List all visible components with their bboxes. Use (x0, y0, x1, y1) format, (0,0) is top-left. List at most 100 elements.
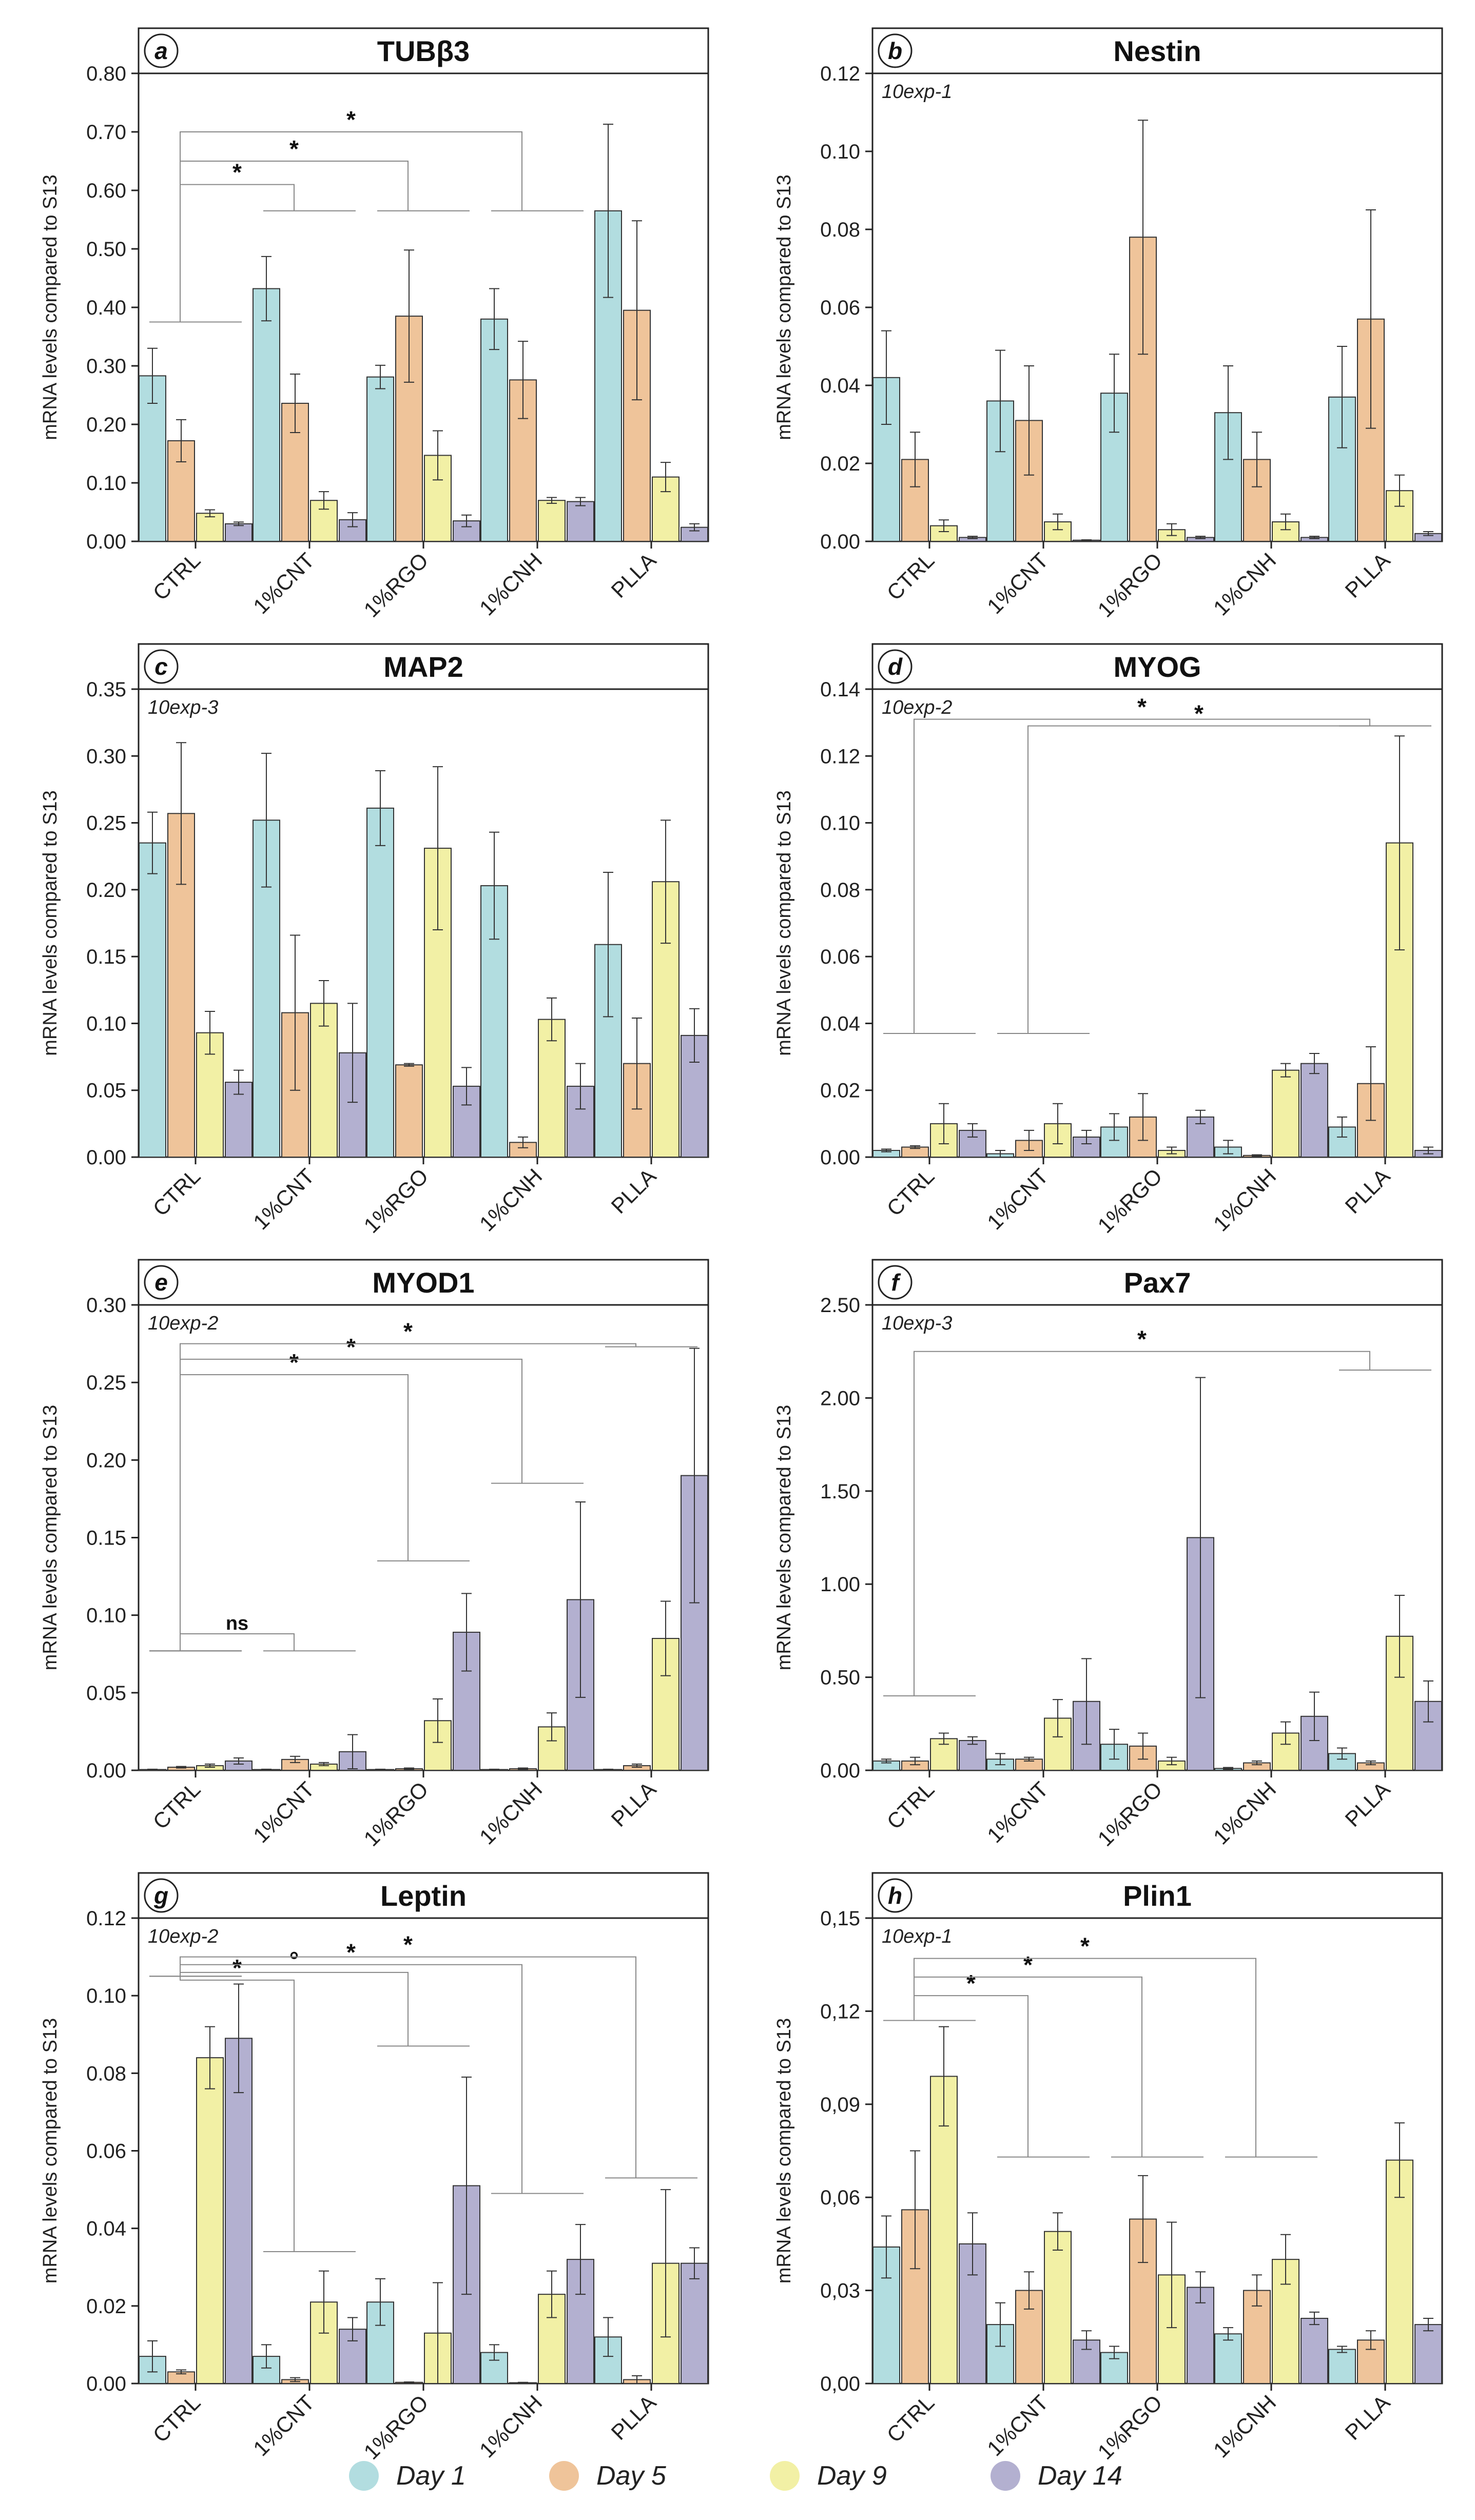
y-tick-label: 0.10 (820, 141, 860, 163)
y-tick-label: 0.00 (86, 2373, 126, 2395)
scale-note: 10exp-3 (882, 1313, 952, 1334)
significance-label: * (1023, 1951, 1033, 1978)
plot-frame (138, 27, 709, 542)
bar (538, 1019, 566, 1158)
x-tick-label: 1%CNT (982, 1164, 1053, 1234)
x-tick-label: PLLA (1340, 548, 1394, 602)
panel-b: Nestin b 10exp-1 0.00 0.02 0.04 0.06 0.08 0.10 0.… (773, 27, 1443, 622)
y-tick-label: 0.30 (86, 355, 126, 378)
y-tick-label: 1.00 (820, 1573, 860, 1596)
y-tick-label: 0.80 (86, 63, 126, 85)
plot-frame (138, 1259, 709, 1771)
bar (567, 501, 594, 542)
legend-swatch-day14 (991, 2461, 1020, 2491)
scale-note: 10exp-2 (148, 1313, 218, 1334)
panel-letter-badge (878, 33, 913, 68)
x-tick-label: 1%CNT (982, 548, 1053, 618)
bar (196, 2057, 224, 2385)
chart-title: MYOD1 (372, 1266, 474, 1299)
y-tick-label: 0.02 (820, 453, 860, 475)
y-tick-label: 0.02 (820, 1080, 860, 1102)
y-axis-label: mRNA levels compared to S13 (40, 2018, 61, 2283)
chart-title: Plin1 (1123, 1880, 1192, 1912)
bar (1044, 2231, 1072, 2385)
legend-label-day14: Day 14 (1038, 2461, 1122, 2491)
significance-bracket (180, 131, 522, 322)
bar (225, 523, 253, 542)
y-tick-label: 0.00 (86, 1760, 126, 1782)
bar (1301, 2318, 1328, 2385)
y-tick-label: 0.40 (86, 297, 126, 319)
significance-bracket (1027, 725, 1370, 1033)
legend-item-day1: Day 1 (349, 2455, 466, 2496)
plot-frame (871, 1259, 1443, 1771)
x-tick-label: 1%RGO (359, 1164, 433, 1238)
x-tick-label: 1%CNT (248, 1164, 319, 1234)
x-tick-label: CTRL (148, 2390, 205, 2447)
panel-letter-badge (144, 649, 179, 684)
x-tick-label: 1%CNH (1209, 2390, 1281, 2463)
scale-note: 10exp-2 (882, 697, 952, 718)
significance-bracket (914, 718, 1370, 1033)
y-tick-label: 0.20 (86, 414, 126, 436)
significance-label: * (289, 135, 299, 162)
y-tick-label: 0.50 (820, 1667, 860, 1689)
bar (225, 2038, 253, 2384)
y-tick-label: 0.00 (86, 1146, 126, 1169)
significance-label: * (232, 159, 242, 186)
bar (1129, 1745, 1157, 1771)
x-tick-label: 1%RGO (359, 1777, 433, 1851)
legend-item-day5: Day 5 (549, 2455, 666, 2496)
y-axis-label: mRNA levels compared to S13 (773, 174, 795, 440)
panel-letter: g (153, 1882, 168, 1909)
scale-note: 10exp-1 (882, 1926, 952, 1947)
bar (1272, 1069, 1299, 1158)
x-tick-label: 1%CNH (1209, 548, 1281, 620)
bar (1357, 318, 1385, 542)
panel-letter: e (154, 1269, 168, 1296)
x-tick-label: 1%CNH (475, 548, 547, 620)
y-tick-label: 0.14 (820, 678, 860, 701)
legend-item-day9: Day 9 (770, 2455, 887, 2496)
x-tick-label: 1%CNT (248, 1777, 319, 1847)
y-tick-label: 0.10 (86, 1985, 126, 2007)
y-tick-label: 0,12 (820, 2000, 860, 2023)
chart-title: Pax7 (1124, 1266, 1191, 1299)
y-tick-label: 2.50 (820, 1294, 860, 1317)
significance-label: * (232, 1955, 242, 1981)
significance-label: * (346, 1334, 356, 1360)
x-tick-label: 1%CNH (475, 1164, 547, 1236)
x-tick-label: PLLA (606, 1164, 661, 1218)
x-tick-label: CTRL (882, 548, 939, 605)
y-tick-label: 0.30 (86, 1294, 126, 1317)
y-tick-label: 0.06 (820, 946, 860, 968)
y-tick-label: 0.12 (820, 63, 860, 85)
legend: Day 1 Day 5 Day 9 Day 14 (349, 2455, 1221, 2496)
significance-label: * (1137, 1326, 1147, 1353)
panel-letter-badge (878, 1878, 913, 1913)
y-axis-label: mRNA levels compared to S13 (40, 174, 61, 440)
bar (1301, 1063, 1328, 1158)
x-tick-label: 1%CNH (1209, 1777, 1281, 1849)
y-tick-label: 0.10 (86, 1012, 126, 1035)
significance-label: * (346, 106, 356, 133)
y-tick-label: 0,06 (820, 2186, 860, 2209)
y-tick-label: 0.10 (86, 472, 126, 495)
y-tick-label: 0.04 (820, 375, 860, 397)
plot-frame (138, 643, 709, 1158)
panel-h: Plin1 h 10exp-1 0,00 0,03 0,06 0,09 0,12 0,15 mRN… (773, 1872, 1443, 2464)
panel-letter-badge (144, 1878, 179, 1913)
x-tick-label: CTRL (148, 548, 205, 605)
x-tick-label: CTRL (882, 2390, 939, 2447)
y-tick-label: 0.35 (86, 678, 126, 701)
scale-note: 10exp-1 (882, 81, 952, 103)
bar (538, 500, 566, 542)
y-tick-label: 0.05 (86, 1080, 126, 1102)
panel-c: MAP2 c 10exp-3 0.00 0.05 0.10 0.15 0.20 0.25 0.30… (40, 643, 709, 1238)
panel-a: TUBβ3 a 0.00 0.10 0.20 0.30 0.40 0.50 0.60 0.70 0.… (40, 27, 709, 622)
x-tick-label: PLLA (1340, 2390, 1394, 2445)
bar (196, 513, 224, 542)
y-tick-label: 0.30 (86, 745, 126, 768)
scale-note: 10exp-2 (148, 1926, 218, 1947)
bar (959, 1740, 986, 1771)
